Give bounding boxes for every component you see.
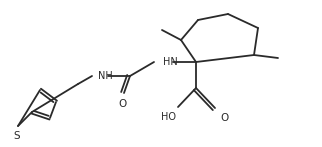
Text: S: S: [14, 131, 20, 141]
Text: NH: NH: [98, 71, 113, 81]
Text: O: O: [119, 99, 127, 109]
Text: HO: HO: [161, 112, 176, 122]
Text: HN: HN: [163, 57, 178, 67]
Text: O: O: [220, 113, 228, 123]
